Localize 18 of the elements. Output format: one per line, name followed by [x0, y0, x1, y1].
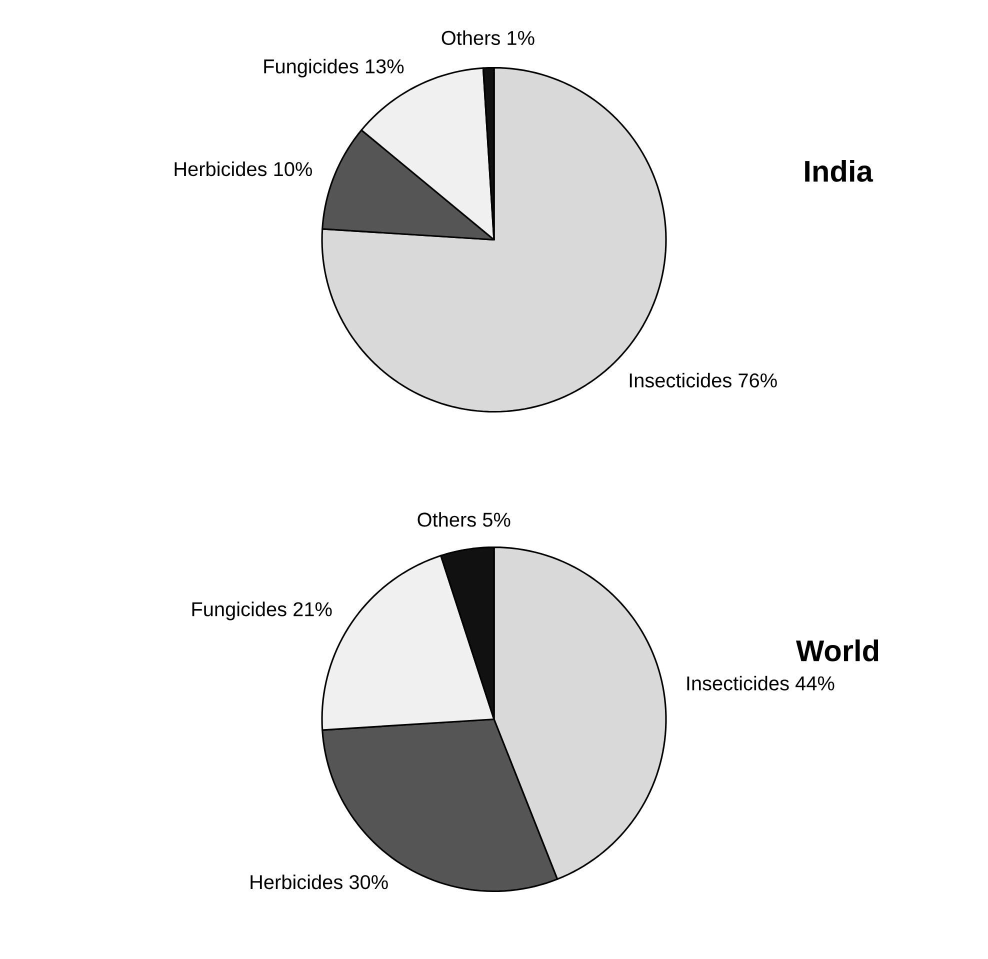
- slice-label: Fungicides: [192, 602, 286, 620]
- data-label: 10%: [274, 162, 312, 176]
- slice-label: Herbicides: [174, 162, 267, 176]
- slice-label: Others: [442, 30, 500, 46]
- slice-label: Insecticides: [630, 372, 732, 388]
- data-label: 13%: [366, 59, 404, 74]
- data-label: 30%: [349, 875, 388, 890]
- slice-label: Others: [418, 512, 476, 527]
- data-label: 76%: [738, 373, 777, 388]
- text: India: [805, 160, 874, 182]
- data-label: 44%: [796, 676, 834, 690]
- slice-label: Herbicides: [250, 874, 342, 890]
- data-label: 5%: [482, 512, 510, 527]
- slice-label: Insecticides: [687, 676, 789, 690]
- data-label: 21%: [294, 602, 332, 616]
- text: World: [796, 639, 878, 662]
- slice-label: Fungicides: [264, 58, 358, 78]
- data-label: 1%: [508, 30, 534, 45]
